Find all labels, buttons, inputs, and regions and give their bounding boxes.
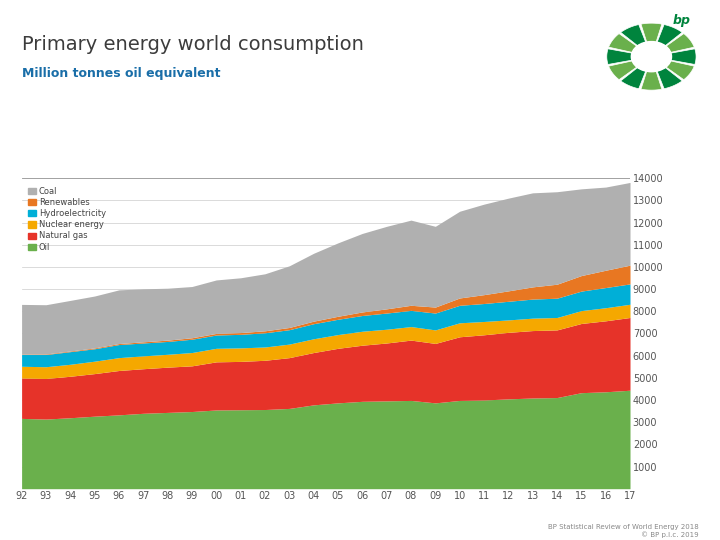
Text: © BP p.l.c. 2019: © BP p.l.c. 2019 <box>641 532 698 538</box>
Legend: Coal, Renewables, Hydroelectricity, Nuclear energy, Natural gas, Oil: Coal, Renewables, Hydroelectricity, Nucl… <box>27 185 108 253</box>
Polygon shape <box>607 49 632 64</box>
Polygon shape <box>671 49 696 64</box>
Polygon shape <box>621 24 646 46</box>
Polygon shape <box>608 61 637 80</box>
Polygon shape <box>666 33 694 52</box>
Text: BP Statistical Review of World Energy 2018: BP Statistical Review of World Energy 20… <box>548 524 698 530</box>
Polygon shape <box>621 68 646 89</box>
Polygon shape <box>641 23 662 42</box>
Polygon shape <box>657 24 682 46</box>
Polygon shape <box>641 71 662 90</box>
Polygon shape <box>657 68 682 89</box>
Circle shape <box>631 42 672 72</box>
Text: bp: bp <box>672 14 690 27</box>
Text: Primary energy world consumption: Primary energy world consumption <box>22 35 364 54</box>
Polygon shape <box>608 33 637 52</box>
Polygon shape <box>666 61 694 80</box>
Text: Million tonnes oil equivalent: Million tonnes oil equivalent <box>22 68 220 80</box>
